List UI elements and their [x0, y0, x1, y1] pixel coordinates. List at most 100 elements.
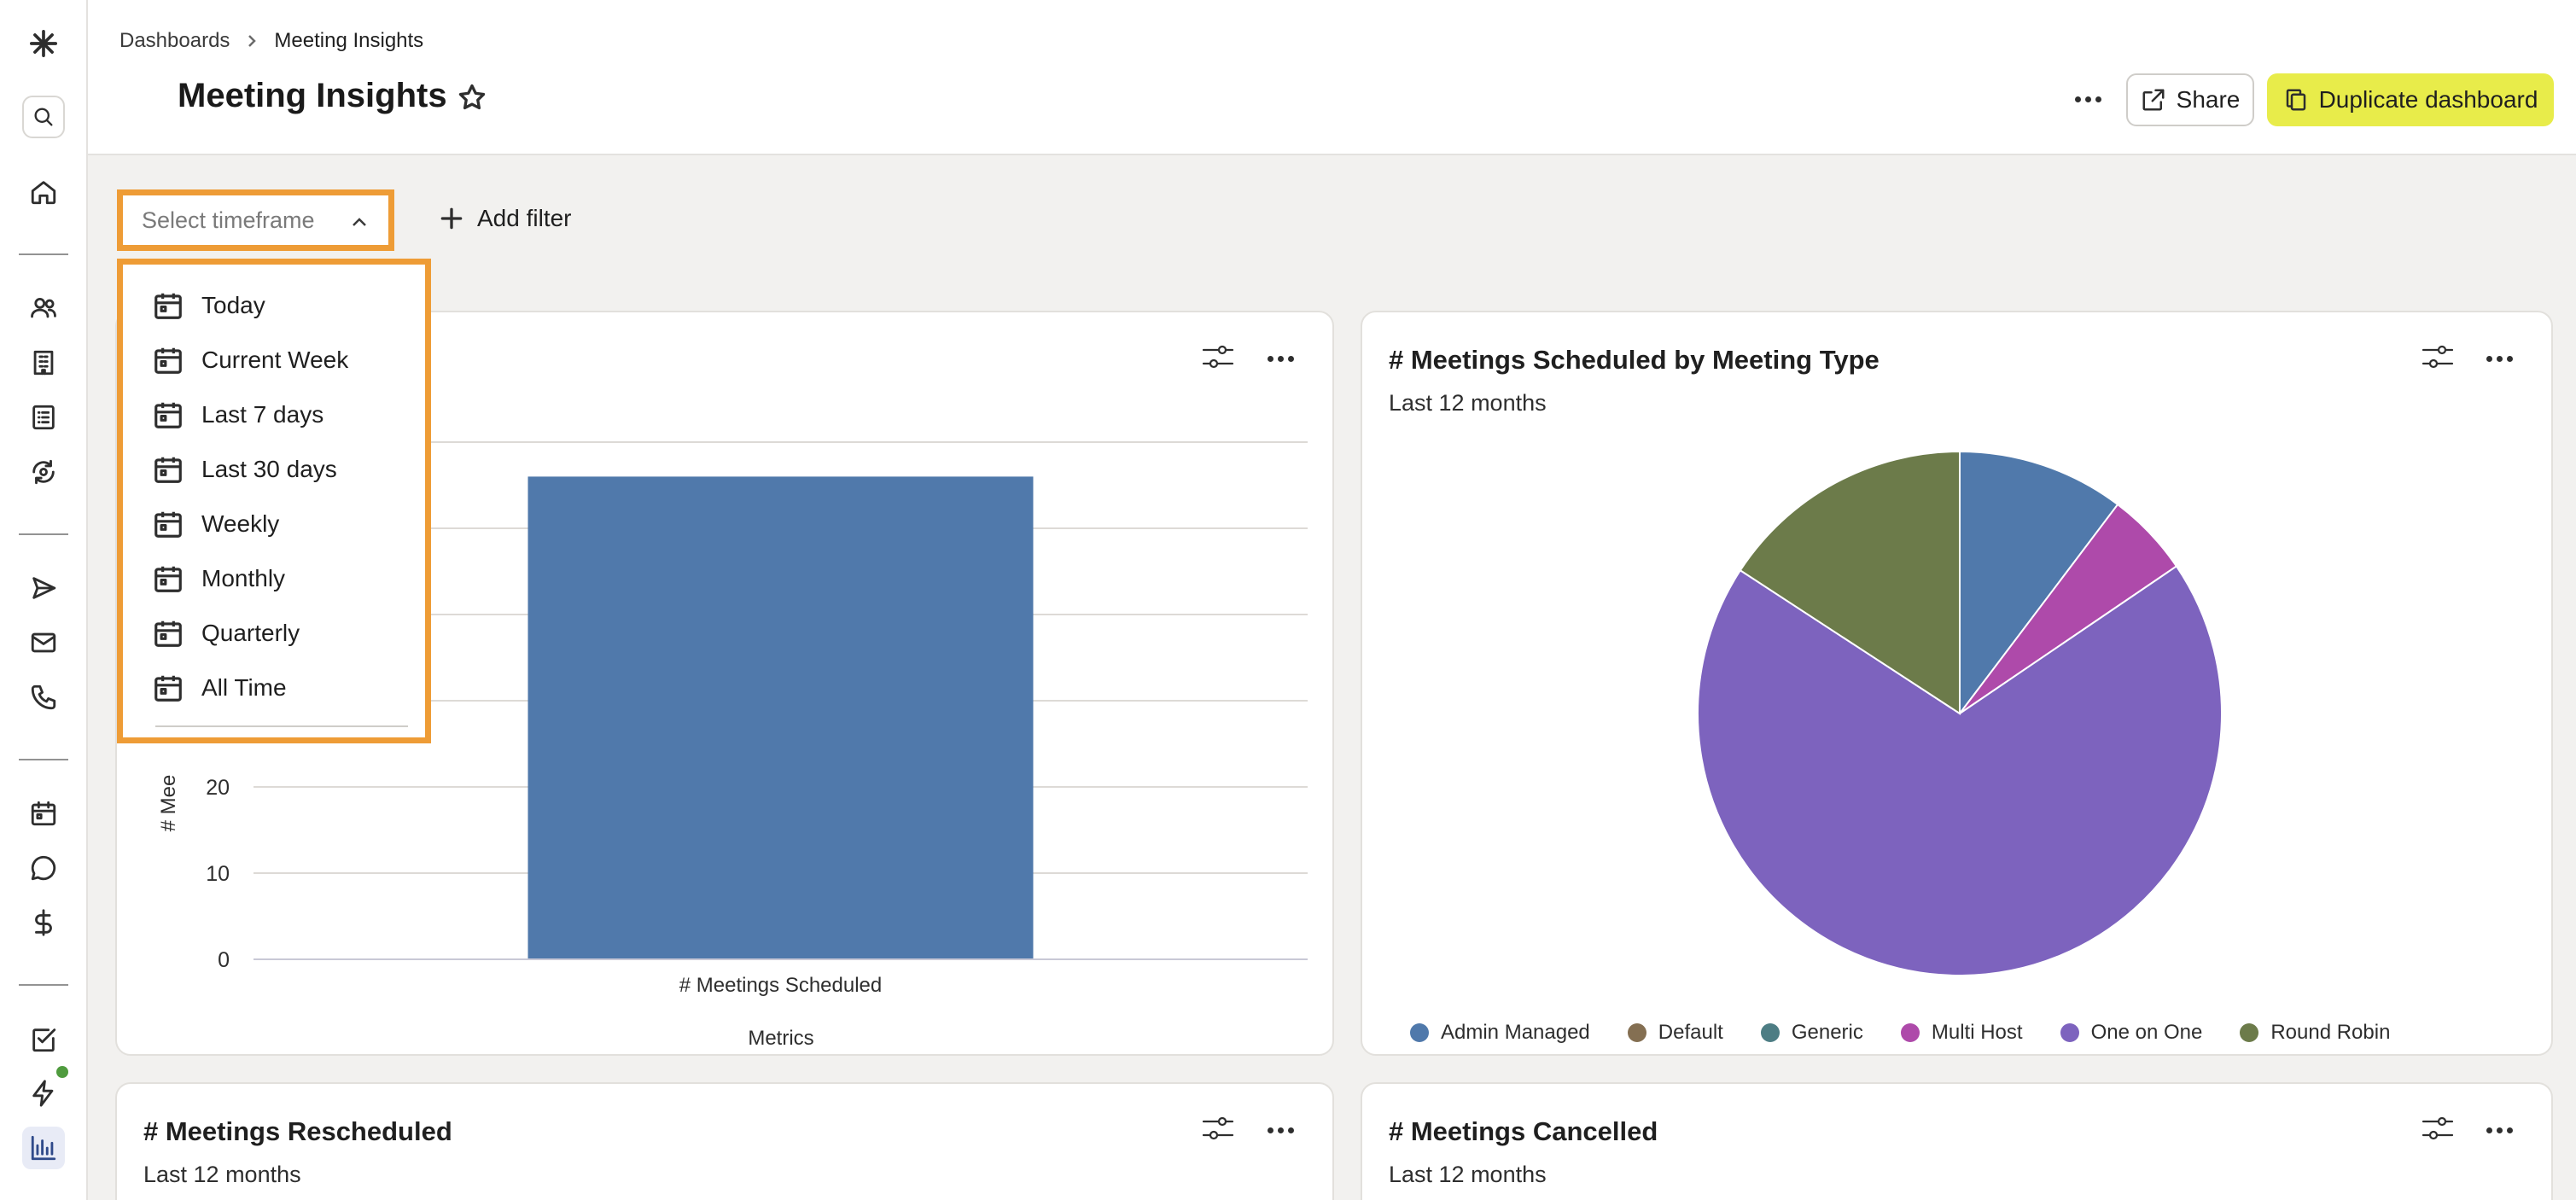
- lightning-icon[interactable]: [22, 1072, 65, 1115]
- filter-settings-icon[interactable]: [2421, 341, 2458, 376]
- pie-slice[interactable]: [1697, 565, 2223, 976]
- add-filter-label: Add filter: [477, 205, 572, 231]
- card-more-icon[interactable]: [2478, 1113, 2521, 1147]
- share-label: Share: [2176, 86, 2241, 113]
- duplicate-label: Duplicate dashboard: [2318, 86, 2538, 113]
- legend-swatch: [1627, 1023, 1646, 1042]
- card-title: # Meetings Cancelled: [1389, 1116, 1658, 1146]
- sidebar-divider: [19, 984, 68, 986]
- breadcrumb-dashboards-link[interactable]: Dashboards: [119, 29, 230, 52]
- sidebar-divider: [19, 759, 68, 760]
- legend-label: Multi Host: [1931, 1021, 2023, 1044]
- calendar-icon: [154, 347, 182, 374]
- filter-settings-icon[interactable]: [1201, 341, 1238, 376]
- people-icon[interactable]: [22, 287, 65, 329]
- calendar-icon: [154, 402, 182, 428]
- y-tick-label: 20: [206, 776, 230, 800]
- legend-item[interactable]: Generic: [1760, 1021, 1863, 1045]
- page-title: Meeting Insights: [178, 77, 447, 114]
- duplicate-dashboard-button[interactable]: Duplicate dashboard: [2267, 73, 2554, 126]
- bar-chart: 0 10 20 # Meetings Scheduled Metrics # Mee: [157, 441, 1308, 1050]
- timeframe-option-label: Last 7 days: [201, 401, 324, 428]
- filter-settings-icon[interactable]: [1201, 1113, 1238, 1147]
- breadcrumb-current: Meeting Insights: [274, 29, 424, 52]
- send-icon[interactable]: [22, 567, 65, 609]
- refresh-icon[interactable]: [22, 451, 65, 493]
- legend-swatch: [2240, 1023, 2259, 1042]
- timeframe-option[interactable]: All Time: [152, 667, 287, 709]
- legend-label: Generic: [1791, 1021, 1863, 1044]
- plus-icon: [440, 207, 463, 230]
- legend-swatch: [1760, 1023, 1780, 1042]
- calendar-icon: [154, 457, 182, 483]
- timeframe-option[interactable]: Quarterly: [152, 612, 300, 655]
- timeframe-option-label: Current Week: [201, 347, 349, 373]
- timeframe-option[interactable]: Weekly: [152, 503, 279, 545]
- pie-slice[interactable]: [1959, 450, 2119, 716]
- timeframe-option-label: Quarterly: [201, 620, 300, 646]
- x-tick-label: # Meetings Scheduled: [679, 974, 883, 997]
- y-tick-label: 10: [206, 862, 230, 886]
- pie-legend: Admin Managed Default Generic Multi Host One…: [1410, 1021, 2390, 1045]
- card-subtitle: Last 12 months: [143, 1162, 301, 1187]
- timeframe-option-label: Today: [201, 292, 265, 318]
- checkbox-icon[interactable]: [22, 1018, 65, 1061]
- dollar-icon[interactable]: [22, 901, 65, 944]
- timeframe-option[interactable]: Last 7 days: [152, 393, 323, 436]
- legend-item[interactable]: Round Robin: [2240, 1021, 2390, 1045]
- home-icon[interactable]: [22, 171, 65, 213]
- bar[interactable]: [527, 476, 1034, 959]
- legend-item[interactable]: Multi Host: [1900, 1021, 2023, 1045]
- legend-label: Default: [1658, 1021, 1723, 1044]
- calendar-icon: [154, 620, 182, 647]
- calendar-icon: [154, 566, 182, 592]
- legend-swatch: [1410, 1023, 1429, 1042]
- timeframe-option[interactable]: Last 30 days: [152, 448, 337, 491]
- chat-icon[interactable]: [22, 847, 65, 889]
- timeframe-menu: Today Current Week Last 7 days Last 30 days…: [117, 259, 431, 743]
- pie-slice[interactable]: [1739, 450, 1961, 715]
- search-icon[interactable]: [22, 96, 65, 138]
- chevron-right-icon: [248, 35, 257, 47]
- calendar-icon[interactable]: [22, 792, 65, 835]
- breadcrumb: Dashboards Meeting Insights: [119, 29, 423, 53]
- share-button[interactable]: Share: [2126, 73, 2254, 126]
- meetings-rescheduled-card: # Meetings Rescheduled Last 12 months: [115, 1082, 1334, 1200]
- timeframe-option[interactable]: Today: [152, 284, 265, 327]
- list-icon[interactable]: [22, 396, 65, 439]
- card-more-icon[interactable]: [2478, 341, 2521, 376]
- legend-label: One on One: [2090, 1021, 2203, 1044]
- analytics-icon[interactable]: [22, 1127, 65, 1169]
- star-icon[interactable]: [457, 82, 487, 113]
- more-options-icon[interactable]: [2062, 82, 2113, 116]
- card-subtitle: Last 12 months: [1389, 390, 1547, 416]
- page-header: Dashboards Meeting Insights Meeting Insi…: [88, 0, 2576, 155]
- legend-swatch: [1900, 1023, 1920, 1042]
- mail-icon[interactable]: [22, 621, 65, 664]
- card-more-icon[interactable]: [1259, 1113, 1302, 1147]
- building-icon[interactable]: [22, 341, 65, 384]
- timeframe-option[interactable]: Current Week: [152, 339, 348, 382]
- y-axis-label: # Mee: [157, 775, 180, 832]
- sidebar-divider: [19, 533, 68, 535]
- card-title: # Meetings Scheduled by Meeting Type: [1389, 345, 1880, 375]
- legend-item[interactable]: Admin Managed: [1410, 1021, 1590, 1045]
- copy-icon: [2286, 89, 2305, 111]
- card-subtitle: Last 12 months: [1389, 1162, 1547, 1187]
- asterisk-logo-icon[interactable]: [22, 22, 65, 65]
- meetings-by-type-card: # Meetings Scheduled by Meeting Type Las…: [1361, 311, 2553, 1056]
- sidebar: [0, 0, 88, 1200]
- phone-icon[interactable]: [22, 676, 65, 719]
- calendar-icon: [154, 511, 182, 538]
- timeframe-option[interactable]: Monthly: [152, 557, 285, 600]
- timeframe-select[interactable]: Select timeframe: [117, 189, 394, 251]
- legend-label: Admin Managed: [1441, 1021, 1590, 1044]
- legend-item[interactable]: One on One: [2060, 1021, 2203, 1045]
- card-more-icon[interactable]: [1259, 341, 1302, 376]
- timeframe-option-label: Weekly: [201, 510, 280, 537]
- meetings-cancelled-card: # Meetings Cancelled Last 12 months: [1361, 1082, 2553, 1200]
- filter-settings-icon[interactable]: [2421, 1113, 2458, 1147]
- add-filter-button[interactable]: Add filter: [438, 205, 572, 232]
- calendar-icon: [154, 293, 182, 319]
- legend-item[interactable]: Default: [1627, 1021, 1723, 1045]
